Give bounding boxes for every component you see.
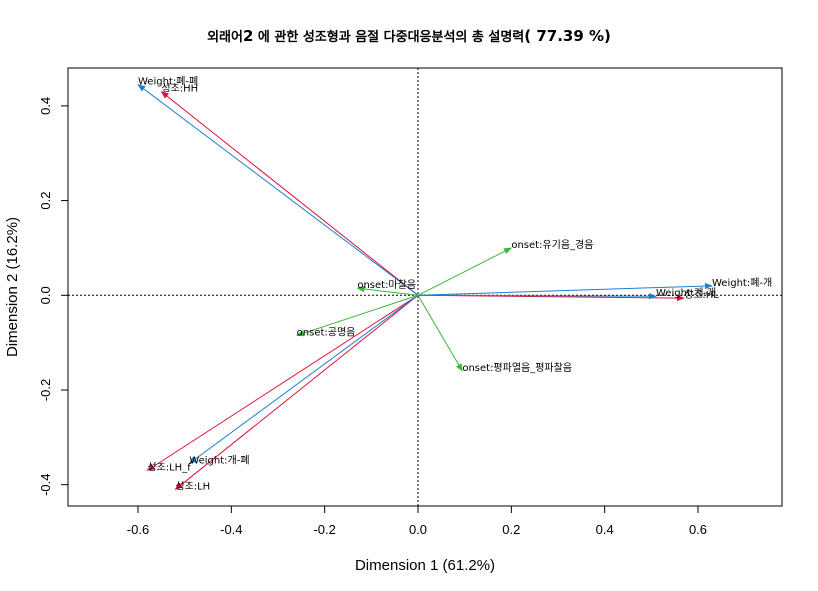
point-label: Weight:폐-개 xyxy=(712,277,772,289)
x-tick-label: -0.4 xyxy=(220,522,242,537)
x-axis: -0.6 -0.4 -0.2 0.0 0.2 0.4 0.6 xyxy=(127,505,707,537)
arrow-layer xyxy=(137,84,713,490)
y-tick-label: 0.2 xyxy=(38,192,53,210)
point-label: onset:평파열음_평파찰음 xyxy=(462,362,572,374)
arrow-weight xyxy=(417,282,713,296)
x-tick-label: 0.6 xyxy=(689,522,707,537)
y-tick-label: 0.4 xyxy=(38,97,53,115)
point-label: 성조:HH xyxy=(161,83,198,95)
x-tick-label: -0.6 xyxy=(127,522,149,537)
point-label: 성조:HL xyxy=(684,289,719,301)
arrow-성조 xyxy=(160,91,419,296)
y-axis: -0.4 -0.2 0.0 0.2 0.4 xyxy=(38,97,69,496)
y-tick-label: 0.0 xyxy=(38,286,53,304)
x-tick-label: 0.0 xyxy=(409,522,427,537)
point-label: onset:마찰음 xyxy=(357,279,416,291)
x-tick-label: 0.4 xyxy=(596,522,614,537)
point-label: onset:공명음 xyxy=(297,327,356,339)
point-label: Weight:개-폐 xyxy=(189,454,249,466)
arrow-onset xyxy=(295,294,419,337)
point-label: 성조:LH xyxy=(175,480,210,492)
arrow-성조 xyxy=(146,294,419,471)
point-label: 성조:LH_f xyxy=(147,461,191,473)
chart-title: 외래어2 에 관한 성조형과 음절 다중대응분석의 총 설명력( 77.39 %… xyxy=(207,27,611,45)
arrow-onset xyxy=(417,247,513,296)
point-label: Weight:폐-폐 xyxy=(138,76,198,88)
y-tick-label: -0.4 xyxy=(38,473,53,495)
arrow-성조 xyxy=(174,294,419,490)
arrow-weight xyxy=(188,294,419,464)
point-label: Weight:개-개 xyxy=(656,287,716,299)
y-axis-label: Dimension 2 (16.2%) xyxy=(4,217,21,357)
arrow-weight xyxy=(417,293,657,300)
y-tick-label: -0.2 xyxy=(38,379,53,401)
x-axis-label: Dimension 1 (61.2%) xyxy=(355,557,495,574)
arrow-weight xyxy=(137,84,419,296)
x-tick-label: -0.2 xyxy=(313,522,335,537)
x-tick-label: 0.2 xyxy=(502,522,520,537)
arrow-onset xyxy=(417,295,463,372)
point-label: onset:유기음_경음 xyxy=(511,238,593,251)
label-layer: 성조:HH 성조:HL 성조:LH_f 성조:LH Weight:폐-폐 Weight:폐… xyxy=(138,76,772,493)
arrow-onset xyxy=(356,285,419,296)
